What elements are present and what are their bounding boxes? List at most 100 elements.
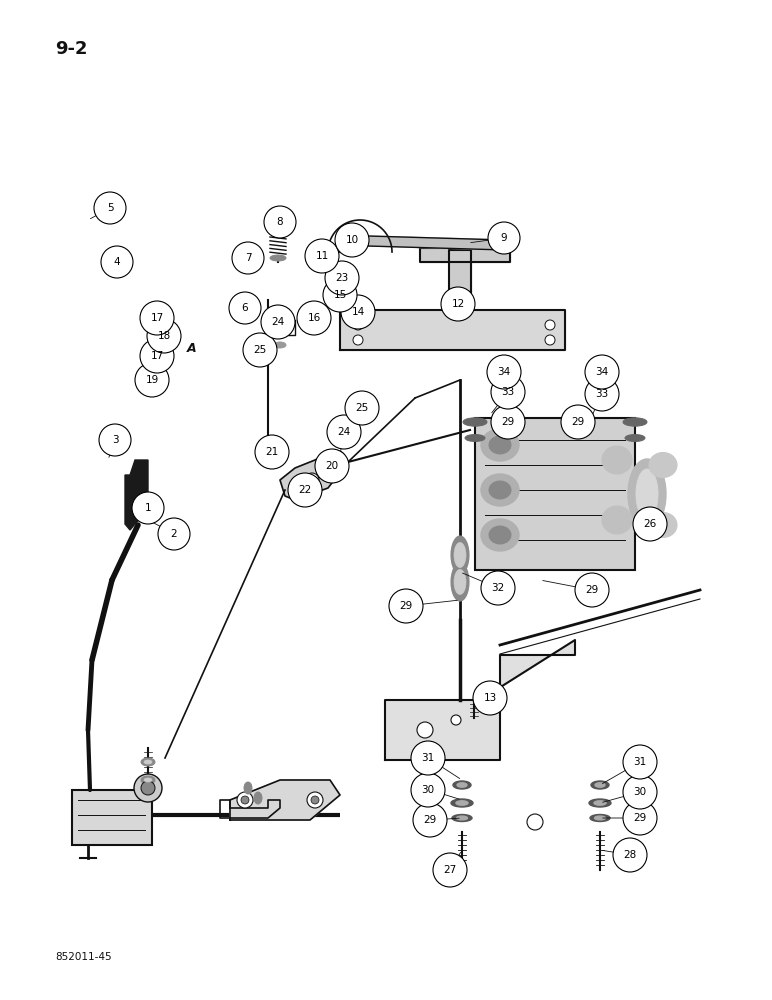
Circle shape xyxy=(353,320,363,330)
Circle shape xyxy=(243,333,277,367)
Ellipse shape xyxy=(453,781,471,789)
Text: 12: 12 xyxy=(452,299,465,309)
Circle shape xyxy=(473,681,507,715)
Text: 13: 13 xyxy=(483,693,496,703)
Circle shape xyxy=(232,242,264,274)
Text: 33: 33 xyxy=(595,389,608,399)
Text: 29: 29 xyxy=(585,585,598,595)
Circle shape xyxy=(241,796,249,804)
Ellipse shape xyxy=(254,792,262,804)
Text: 23: 23 xyxy=(335,273,349,283)
Polygon shape xyxy=(340,310,565,350)
Circle shape xyxy=(545,335,555,345)
Text: 31: 31 xyxy=(422,753,435,763)
Text: 1: 1 xyxy=(144,503,151,513)
Circle shape xyxy=(575,573,609,607)
Text: 5: 5 xyxy=(107,203,113,213)
Ellipse shape xyxy=(144,778,152,782)
Circle shape xyxy=(94,192,126,224)
Polygon shape xyxy=(385,640,575,760)
Circle shape xyxy=(141,781,155,795)
Text: 26: 26 xyxy=(643,519,657,529)
Text: 9-2: 9-2 xyxy=(55,40,87,58)
Circle shape xyxy=(353,335,363,345)
Text: 29: 29 xyxy=(501,417,515,427)
Circle shape xyxy=(433,853,467,887)
Circle shape xyxy=(147,319,181,353)
Circle shape xyxy=(491,375,525,409)
Circle shape xyxy=(623,801,657,835)
Ellipse shape xyxy=(270,255,286,261)
Ellipse shape xyxy=(451,563,469,601)
Ellipse shape xyxy=(244,782,252,794)
Circle shape xyxy=(99,424,131,456)
Circle shape xyxy=(487,355,521,389)
Text: 17: 17 xyxy=(151,351,164,361)
Text: 3: 3 xyxy=(112,435,118,445)
Ellipse shape xyxy=(589,799,611,807)
Ellipse shape xyxy=(595,783,605,787)
FancyBboxPatch shape xyxy=(475,418,635,570)
Circle shape xyxy=(623,775,657,809)
Text: 19: 19 xyxy=(145,375,158,385)
Ellipse shape xyxy=(636,469,658,519)
Ellipse shape xyxy=(452,814,472,822)
Circle shape xyxy=(264,206,296,238)
Polygon shape xyxy=(420,248,510,262)
Circle shape xyxy=(481,571,515,605)
Circle shape xyxy=(413,803,447,837)
Text: 2: 2 xyxy=(171,529,178,539)
Circle shape xyxy=(488,222,520,254)
Circle shape xyxy=(132,492,164,524)
Circle shape xyxy=(307,792,323,808)
Text: 24: 24 xyxy=(272,317,285,327)
Text: 852011-45: 852011-45 xyxy=(55,952,112,962)
Ellipse shape xyxy=(489,436,511,454)
Ellipse shape xyxy=(274,342,286,348)
Text: 30: 30 xyxy=(634,787,647,797)
Circle shape xyxy=(633,507,667,541)
Ellipse shape xyxy=(625,434,645,442)
Ellipse shape xyxy=(270,207,286,213)
Text: 33: 33 xyxy=(501,387,515,397)
Circle shape xyxy=(331,451,345,465)
Text: 30: 30 xyxy=(422,785,435,795)
Circle shape xyxy=(158,518,190,550)
Ellipse shape xyxy=(265,453,271,459)
Ellipse shape xyxy=(590,814,610,822)
Ellipse shape xyxy=(141,776,155,784)
Ellipse shape xyxy=(649,512,677,538)
Ellipse shape xyxy=(463,418,487,426)
Circle shape xyxy=(305,239,339,273)
Text: 14: 14 xyxy=(351,307,364,317)
Polygon shape xyxy=(449,250,471,310)
Text: 27: 27 xyxy=(443,865,456,875)
Circle shape xyxy=(561,405,595,439)
Ellipse shape xyxy=(465,434,485,442)
Ellipse shape xyxy=(602,446,632,474)
Text: A: A xyxy=(187,342,197,355)
Circle shape xyxy=(140,301,174,335)
Text: 31: 31 xyxy=(633,757,647,767)
Ellipse shape xyxy=(602,506,632,534)
Circle shape xyxy=(623,745,657,779)
Circle shape xyxy=(613,838,647,872)
Ellipse shape xyxy=(454,570,466,594)
Text: 29: 29 xyxy=(571,417,584,427)
Circle shape xyxy=(261,305,295,339)
Text: 4: 4 xyxy=(113,257,120,267)
Circle shape xyxy=(288,473,322,507)
Circle shape xyxy=(341,295,375,329)
Circle shape xyxy=(135,363,169,397)
Text: 25: 25 xyxy=(253,345,266,355)
Circle shape xyxy=(545,320,555,330)
Ellipse shape xyxy=(649,452,677,478)
Circle shape xyxy=(335,223,369,257)
Circle shape xyxy=(585,377,619,411)
Text: 24: 24 xyxy=(337,427,350,437)
Circle shape xyxy=(411,741,445,775)
Text: 18: 18 xyxy=(157,331,171,341)
Text: 25: 25 xyxy=(355,403,368,413)
Circle shape xyxy=(411,773,445,807)
FancyBboxPatch shape xyxy=(72,790,152,845)
